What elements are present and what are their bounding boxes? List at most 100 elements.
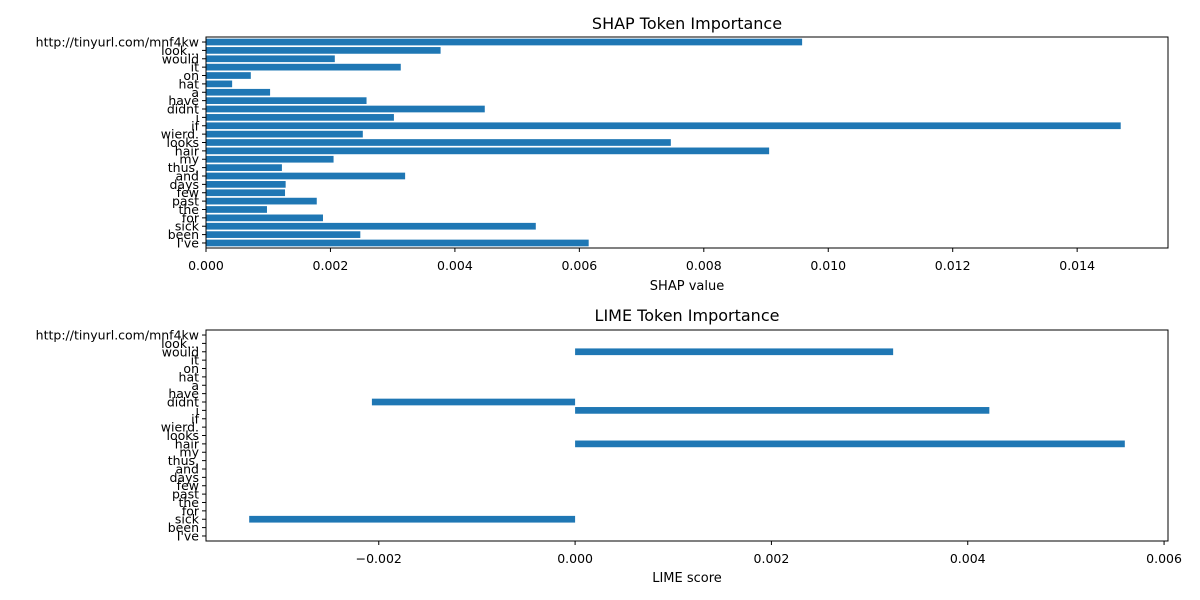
x-axis-label: SHAP value — [650, 279, 724, 294]
x-tick-label-5: 0.010 — [810, 258, 846, 273]
y-tick-label-12: looks — [166, 428, 199, 443]
x-tick-label-4: 0.008 — [686, 258, 722, 273]
y-tick-label-4: the — [178, 202, 199, 217]
bar-21 — [206, 63, 401, 71]
y-tick-label-16: didnt — [167, 395, 199, 410]
y-tick-label-3: for — [182, 210, 200, 225]
y-tick-label-10: my — [179, 152, 199, 167]
y-tick-label-7: days — [169, 470, 199, 485]
y-tick-label-5: past — [172, 487, 199, 502]
bar-1 — [206, 231, 361, 238]
y-tick-label-20: on — [183, 68, 199, 83]
y-tick-label-18: a — [191, 378, 199, 393]
x-tick-label-1: 0.002 — [313, 258, 349, 273]
x-tick-label-3: 0.006 — [561, 258, 597, 273]
y-tick-label-11: hair — [175, 143, 200, 158]
bar-6 — [206, 189, 286, 197]
bar-19 — [206, 80, 233, 88]
y-tick-label-15: i — [196, 110, 199, 125]
bar-8 — [206, 172, 406, 180]
y-tick-label-17: have — [168, 93, 199, 108]
y-tick-label-8: and — [175, 168, 199, 183]
bar-2 — [249, 515, 576, 523]
y-tick-label-2: sick — [175, 219, 200, 234]
bar-3 — [206, 214, 323, 222]
bar-22 — [575, 348, 894, 356]
shap-chart: I'vebeensickforthepastfewdaysandthus,myh… — [36, 14, 1169, 294]
y-tick-label-5: past — [172, 194, 199, 209]
x-tick-label-7: 0.014 — [1059, 258, 1095, 273]
y-tick-label-21: it — [191, 60, 199, 75]
y-tick-label-14: if — [191, 411, 199, 426]
bar-23 — [206, 47, 441, 54]
bar-11 — [206, 147, 770, 155]
y-tick-label-24: http://tinyurl.com/mnf4kw — [36, 328, 199, 343]
bar-14 — [206, 122, 1121, 130]
x-tick-label-2: 0.002 — [754, 551, 790, 566]
bar-15 — [575, 407, 990, 414]
y-tick-label-18: a — [191, 85, 199, 100]
y-tick-label-24: http://tinyurl.com/mnf4kw — [36, 35, 199, 50]
y-tick-label-19: hat — [179, 369, 200, 384]
y-tick-label-13: wierd. — [161, 127, 199, 142]
y-tick-label-15: i — [196, 403, 199, 418]
x-tick-label-6: 0.012 — [935, 258, 971, 273]
x-tick-label-2: 0.004 — [437, 258, 473, 273]
bar-16 — [206, 105, 485, 113]
lime-chart: I'vebeensickforthepastfewdaysandthus,myh… — [36, 306, 1182, 586]
y-tick-label-1: been — [168, 227, 199, 242]
y-tick-label-22: would — [162, 344, 199, 359]
y-tick-label-10: my — [179, 445, 199, 460]
y-tick-label-6: few — [177, 478, 199, 493]
y-tick-label-7: days — [169, 177, 199, 192]
y-tick-label-23: look... — [161, 43, 199, 58]
x-axis-label: LIME score — [652, 571, 722, 586]
y-tick-label-9: thus, — [168, 160, 199, 175]
y-tick-label-21: it — [191, 353, 199, 368]
x-tick-label-4: 0.006 — [1146, 551, 1182, 566]
bar-13 — [206, 130, 363, 138]
bar-15 — [206, 114, 394, 121]
y-tick-label-11: hair — [175, 436, 200, 451]
bar-20 — [206, 72, 251, 79]
x-tick-label-3: 0.004 — [950, 551, 986, 566]
y-tick-label-12: looks — [166, 135, 199, 150]
x-tick-label-1: 0.000 — [557, 551, 593, 566]
y-tick-label-8: and — [175, 461, 199, 476]
chart-title: LIME Token Importance — [595, 306, 780, 325]
y-tick-label-6: few — [177, 185, 199, 200]
bar-18 — [206, 88, 271, 96]
bar-17 — [206, 97, 367, 104]
y-tick-label-3: for — [182, 503, 200, 518]
y-tick-label-4: the — [178, 495, 199, 510]
bar-10 — [206, 155, 334, 163]
y-tick-label-1: been — [168, 520, 199, 535]
y-tick-label-14: if — [191, 118, 199, 133]
y-tick-label-0: I've — [177, 235, 200, 250]
y-tick-label-20: on — [183, 361, 199, 376]
y-tick-label-0: I've — [177, 528, 200, 543]
bar-7 — [206, 181, 286, 188]
y-tick-label-23: look... — [161, 336, 199, 351]
plot-frame — [205, 329, 1169, 542]
bar-22 — [206, 55, 335, 63]
bar-4 — [206, 206, 267, 213]
chart-title: SHAP Token Importance — [592, 14, 782, 33]
y-tick-label-16: didnt — [167, 102, 199, 117]
y-tick-label-13: wierd. — [161, 420, 199, 435]
bar-12 — [206, 139, 671, 146]
bar-2 — [206, 222, 536, 230]
bar-9 — [206, 164, 282, 171]
y-tick-label-2: sick — [175, 512, 200, 527]
bar-16 — [371, 398, 576, 406]
bar-11 — [575, 440, 1125, 448]
x-tick-label-0: 0.000 — [188, 258, 224, 273]
bar-0 — [206, 239, 589, 247]
y-tick-label-17: have — [168, 386, 199, 401]
y-tick-label-19: hat — [179, 76, 200, 91]
y-tick-label-22: would — [162, 51, 199, 66]
bar-24 — [206, 38, 803, 46]
bar-5 — [206, 197, 317, 205]
x-tick-label-0: −0.002 — [356, 551, 402, 566]
